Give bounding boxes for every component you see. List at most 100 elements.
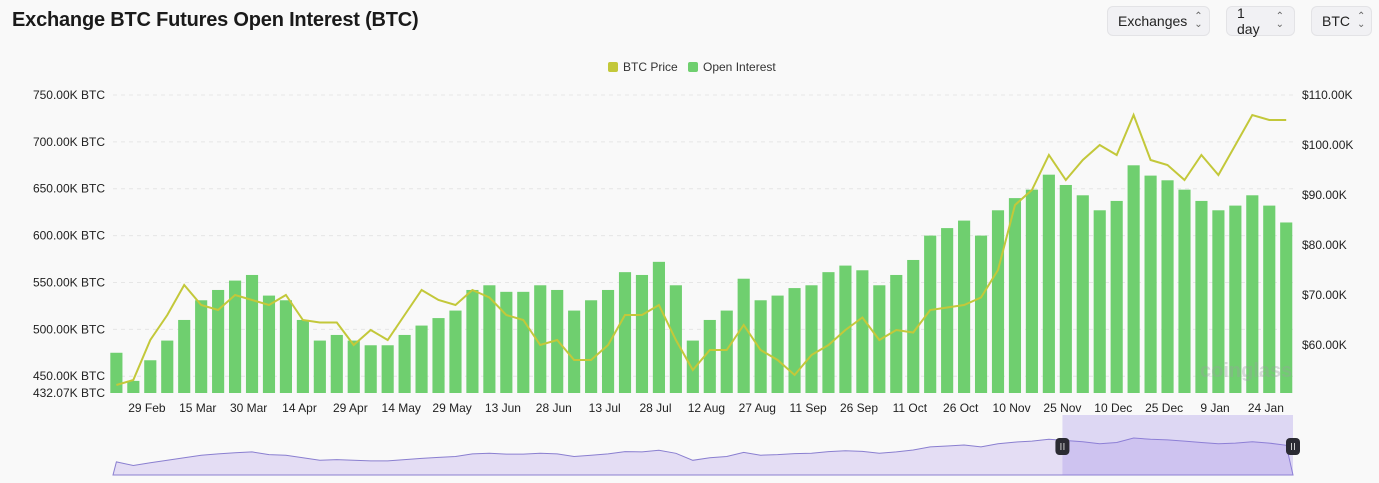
- navigator-series: [112, 437, 1294, 476]
- open-interest-bar[interactable]: [347, 340, 360, 393]
- open-interest-bar[interactable]: [652, 261, 665, 393]
- open-interest-bar[interactable]: [262, 295, 276, 393]
- y-left-tick-label: 432.07K BTC: [33, 386, 105, 400]
- open-interest-bar[interactable]: [398, 334, 411, 393]
- open-interest-bar[interactable]: [924, 235, 937, 393]
- x-tick-label: 25 Dec: [1145, 401, 1183, 415]
- open-interest-bar[interactable]: [1178, 189, 1191, 393]
- open-interest-bar[interactable]: [890, 274, 903, 393]
- open-interest-bar[interactable]: [1110, 200, 1123, 393]
- open-interest-bar[interactable]: [907, 259, 920, 393]
- btc-price-line: [116, 112, 1287, 386]
- unit-select[interactable]: BTC ⌃ ⌄: [1311, 6, 1372, 36]
- navigator-right-handle[interactable]: [1286, 438, 1300, 455]
- y-left-tick-label: 750.00K BTC: [33, 88, 105, 102]
- open-interest-bar[interactable]: [1195, 200, 1208, 393]
- open-interest-bar[interactable]: [1280, 222, 1293, 393]
- exchanges-select-label: Exchanges: [1118, 13, 1188, 29]
- x-tick-label: 26 Oct: [943, 401, 979, 415]
- legend-label: BTC Price: [623, 60, 678, 74]
- open-interest-bar[interactable]: [788, 288, 801, 393]
- chevron-up-down-icon: ⌃ ⌄: [1357, 11, 1366, 30]
- open-interest-bar[interactable]: [483, 285, 496, 393]
- interval-select[interactable]: 1 day ⌃ ⌄: [1226, 5, 1295, 37]
- open-interest-bar[interactable]: [771, 295, 784, 393]
- open-interest-bar[interactable]: [1212, 210, 1225, 393]
- open-interest-bar[interactable]: [1127, 165, 1140, 393]
- open-interest-bar[interactable]: [974, 235, 988, 393]
- open-interest-bar[interactable]: [1093, 210, 1106, 393]
- open-interest-bar[interactable]: [178, 319, 191, 393]
- navigator-selection[interactable]: [1062, 415, 1293, 475]
- exchanges-select[interactable]: Exchanges ⌃ ⌄: [1107, 6, 1210, 36]
- legend-swatch: [608, 62, 618, 72]
- open-interest-bar[interactable]: [720, 310, 733, 393]
- x-tick-label: 26 Sep: [840, 401, 878, 415]
- open-interest-bar[interactable]: [195, 300, 208, 393]
- open-interest-bar[interactable]: [601, 289, 615, 393]
- x-tick-label: 15 Mar: [179, 401, 216, 415]
- open-interest-bar[interactable]: [618, 272, 632, 393]
- open-interest-bar[interactable]: [212, 289, 225, 393]
- open-interest-bar[interactable]: [585, 300, 598, 393]
- open-interest-bar[interactable]: [635, 274, 649, 393]
- open-interest-bar[interactable]: [381, 345, 394, 393]
- open-interest-bar[interactable]: [161, 340, 174, 393]
- open-interest-bar[interactable]: [1025, 189, 1038, 393]
- y-left-tick-label: 700.00K BTC: [33, 135, 105, 149]
- open-interest-bar[interactable]: [941, 228, 954, 393]
- open-interest-bar[interactable]: [1144, 175, 1157, 393]
- x-tick-label: 12 Aug: [688, 401, 725, 415]
- open-interest-bar[interactable]: [517, 291, 530, 393]
- open-interest-bar[interactable]: [364, 345, 377, 393]
- x-tick-label: 9 Jan: [1200, 401, 1229, 415]
- range-navigator[interactable]: [112, 415, 1300, 476]
- x-tick-label: 14 May: [382, 401, 421, 415]
- open-interest-bar[interactable]: [1042, 174, 1055, 393]
- open-interest-bar[interactable]: [822, 272, 835, 393]
- open-interest-bar[interactable]: [500, 291, 513, 393]
- x-tick-label: 29 Apr: [333, 401, 368, 415]
- open-interest-bar[interactable]: [1161, 180, 1174, 393]
- legend-item-open-interest[interactable]: Open Interest: [688, 60, 776, 74]
- chevron-up-down-icon: ⌃ ⌄: [1275, 11, 1284, 30]
- open-interest-bar[interactable]: [754, 300, 767, 393]
- open-interest-bar[interactable]: [449, 310, 462, 393]
- open-interest-bar[interactable]: [1263, 205, 1276, 393]
- open-interest-bar[interactable]: [432, 318, 445, 393]
- open-interest-bar[interactable]: [1059, 184, 1072, 393]
- legend-label: Open Interest: [703, 60, 776, 74]
- open-interest-bar[interactable]: [805, 285, 818, 393]
- x-tick-label: 11 Sep: [790, 401, 827, 415]
- open-interest-bar[interactable]: [703, 319, 716, 393]
- open-interest-bar[interactable]: [737, 278, 750, 393]
- open-interest-bar[interactable]: [144, 360, 157, 393]
- open-interest-bar[interactable]: [229, 280, 242, 393]
- open-interest-bar[interactable]: [296, 319, 309, 393]
- chevron-up-down-icon: ⌃ ⌄: [1194, 11, 1203, 30]
- x-tick-label: 25 Nov: [1043, 401, 1081, 415]
- open-interest-bar[interactable]: [568, 310, 581, 393]
- open-interest-bar[interactable]: [686, 340, 699, 393]
- interval-select-label: 1 day: [1237, 5, 1260, 37]
- page-title: Exchange BTC Futures Open Interest (BTC): [12, 9, 419, 31]
- open-interest-bar[interactable]: [1246, 195, 1259, 393]
- open-interest-bar[interactable]: [1008, 198, 1022, 393]
- open-interest-bar[interactable]: [415, 325, 428, 393]
- open-interest-bar[interactable]: [466, 289, 479, 393]
- open-interest-bar[interactable]: [991, 210, 1005, 393]
- open-interest-bar[interactable]: [1229, 205, 1242, 393]
- open-interest-bar[interactable]: [330, 334, 343, 393]
- open-interest-bar[interactable]: [856, 270, 869, 393]
- open-interest-bar[interactable]: [958, 220, 971, 393]
- open-interest-bar[interactable]: [245, 274, 259, 393]
- open-interest-bar[interactable]: [127, 380, 140, 393]
- navigator-left-handle[interactable]: [1055, 438, 1070, 455]
- open-interest-bar[interactable]: [534, 285, 547, 393]
- legend: BTC Price Open Interest: [608, 60, 776, 74]
- open-interest-bar[interactable]: [313, 340, 326, 393]
- open-interest-bar[interactable]: [1076, 195, 1089, 393]
- open-interest-bar[interactable]: [279, 300, 292, 393]
- legend-item-btc-price[interactable]: BTC Price: [608, 60, 678, 74]
- open-interest-bar[interactable]: [110, 352, 123, 393]
